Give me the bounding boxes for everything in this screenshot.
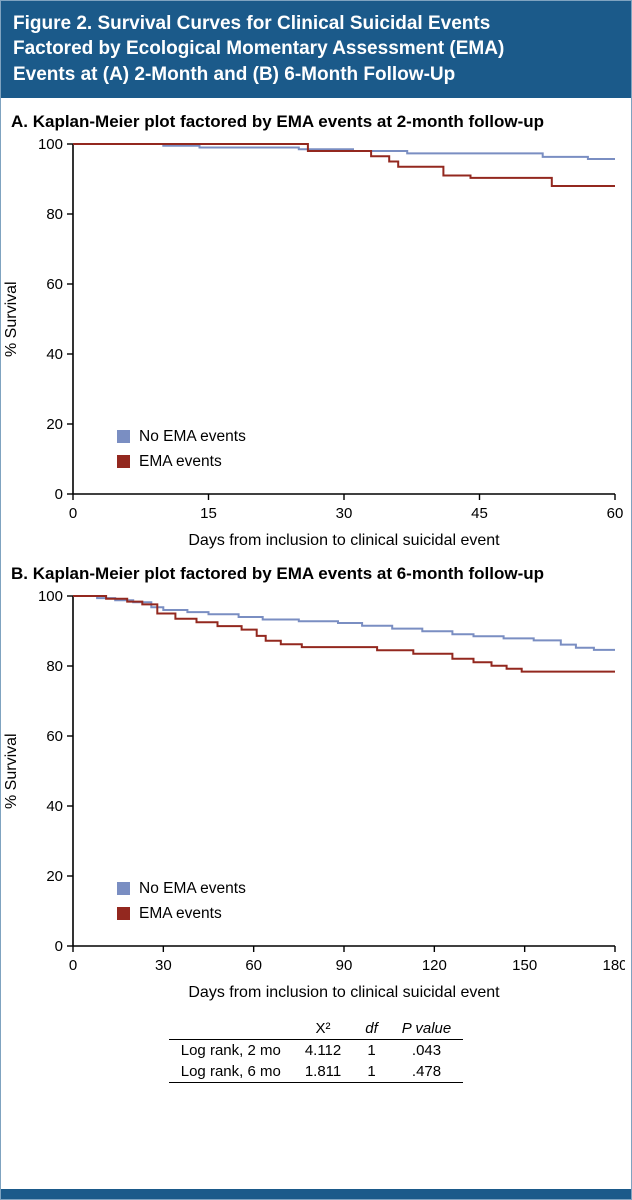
df-value: 1 — [367, 1041, 376, 1059]
chi-value: 4.112 — [304, 1041, 342, 1059]
header-chi-square: X² — [292, 1017, 354, 1040]
y-tick-label: 40 — [46, 346, 63, 363]
table-header-row: X² df P value — [168, 1017, 464, 1040]
y-tick-label: 40 — [46, 798, 63, 815]
y-tick-label: 0 — [55, 486, 63, 503]
km-plot-6month: 0 20 40 60 80 100 0 30 60 90 120 150 180 — [38, 588, 628, 974]
y-tick-label: 100 — [38, 588, 63, 605]
legend-item-ema: EMA events — [117, 453, 246, 471]
km-chart-2month: % Survival 0 20 40 60 80 100 0 15 30 45 60 No EMA … — [1, 132, 631, 532]
df-value: 1 — [353, 1060, 390, 1083]
x-tick-label: 30 — [336, 505, 353, 522]
row-label: Log rank, 2 mo — [180, 1041, 281, 1059]
y-axis-label: % Survival — [3, 281, 20, 357]
row-label: Log rank, 6 mo — [168, 1060, 293, 1083]
header-blank — [168, 1017, 293, 1040]
panel-b-title: B. Kaplan-Meier plot factored by EMA eve… — [11, 563, 545, 583]
y-axis-label: % Survival — [3, 733, 20, 809]
p-value: .478 — [389, 1060, 464, 1083]
p-value: .043 — [411, 1041, 442, 1059]
ema-swatch-icon — [117, 455, 130, 469]
x-tick-label: 120 — [422, 957, 447, 974]
x-tick-label: 0 — [69, 957, 77, 974]
y-tick-label: 80 — [46, 658, 63, 675]
panel-b: B. Kaplan-Meier plot factored by EMA eve… — [1, 558, 631, 1002]
y-tick-label: 60 — [46, 728, 63, 745]
legend-item-ema: EMA events — [117, 905, 246, 923]
ema-swatch-icon — [117, 907, 130, 921]
x-tick-label: 60 — [607, 505, 624, 522]
y-tick-label: 60 — [46, 276, 63, 293]
x-tick-label: 45 — [471, 505, 488, 522]
legend-item-no-ema: No EMA events — [117, 428, 246, 446]
chi-value: 1.811 — [292, 1060, 354, 1083]
km-plot-2month: 0 20 40 60 80 100 0 15 30 45 60 — [38, 136, 624, 522]
legend-2month: No EMA events EMA events — [117, 428, 246, 478]
survival-curve-no-ema — [73, 594, 615, 651]
survival-curve-ema — [73, 142, 615, 187]
panel-a-title: A. Kaplan-Meier plot factored by EMA eve… — [11, 111, 545, 131]
legend-6month: No EMA events EMA events — [117, 880, 246, 930]
legend-label-no-ema: No EMA events — [139, 427, 246, 445]
legend-label-no-ema: No EMA events — [139, 879, 246, 897]
header-df: df — [353, 1017, 390, 1040]
x-tick-label: 30 — [155, 957, 172, 974]
x-tick-label: 15 — [200, 505, 217, 522]
header-p-value: P value — [389, 1017, 464, 1040]
figure-title: Figure 2. Survival Curves for Clinical S… — [1, 1, 631, 98]
x-tick-label: 90 — [336, 957, 353, 974]
km-chart-6month: % Survival 0204060801000306090120150180 … — [1, 584, 631, 984]
x-tick-label: 0 — [69, 505, 77, 522]
bottom-accent-bar — [1, 1189, 631, 1199]
logrank-stats-table: X² df P value Log rank, 2 mo 4.112 1 .04… — [168, 1017, 464, 1083]
survival-curve-ema — [73, 594, 615, 673]
x-tick-label: 60 — [245, 957, 262, 974]
table-row: Log rank, 6 mo 1.811 1 .478 — [168, 1060, 464, 1083]
no-ema-swatch-icon — [117, 882, 130, 896]
legend-item-no-ema: No EMA events — [117, 880, 246, 898]
x-tick-label: 150 — [512, 957, 537, 974]
y-tick-label: 0 — [55, 938, 63, 955]
panel-a: A. Kaplan-Meier plot factored by EMA eve… — [1, 106, 631, 550]
y-tick-label: 80 — [46, 206, 63, 223]
legend-label-ema: EMA events — [139, 452, 222, 470]
y-tick-label: 100 — [38, 136, 63, 153]
x-axis-label: Days from inclusion to clinical suicidal… — [188, 531, 500, 549]
x-tick-label: 180 — [602, 957, 625, 974]
no-ema-swatch-icon — [117, 430, 130, 444]
x-axis-label: Days from inclusion to clinical suicidal… — [188, 983, 500, 1001]
table-row: Log rank, 2 mo 4.112 1 .043 — [169, 1039, 464, 1061]
legend-label-ema: EMA events — [139, 904, 222, 922]
y-tick-label: 20 — [46, 416, 63, 433]
y-tick-label: 20 — [46, 868, 63, 885]
